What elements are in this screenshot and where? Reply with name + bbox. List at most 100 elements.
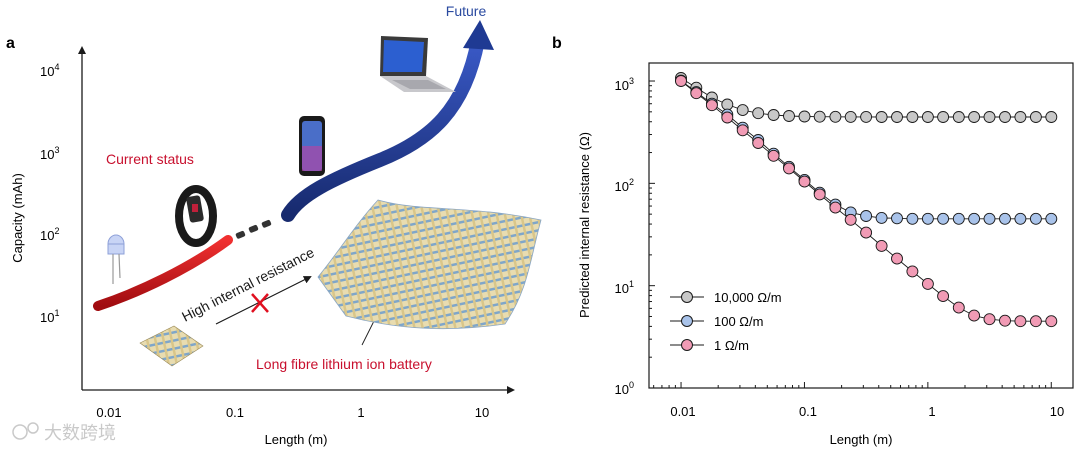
transition-dashes: [235, 219, 272, 239]
b-x-tick-label: 0.01: [670, 404, 695, 419]
future-curve: [281, 33, 485, 222]
data-point: [813, 110, 826, 123]
data-point: [1014, 212, 1027, 225]
data-point: [675, 75, 687, 87]
data-point: [968, 212, 981, 225]
legend-item: 10,000 Ω/m: [670, 290, 782, 305]
a-y-tick-label: 101: [40, 308, 59, 325]
panel-label-a: a: [6, 35, 15, 52]
data-point: [999, 314, 1011, 327]
data-point: [999, 111, 1011, 123]
laptop-icon: [380, 36, 456, 92]
data-point: [875, 111, 888, 123]
data-point: [736, 124, 749, 137]
data-point: [860, 210, 873, 222]
b-y-tick-label: 102: [615, 177, 634, 194]
a-x-axis-label: Length (m): [265, 432, 328, 447]
b-plot-frame: [648, 62, 1074, 389]
data-point: [721, 111, 734, 124]
legend-item: 1 Ω/m: [670, 338, 749, 353]
data-point: [937, 290, 950, 303]
b-legend: 10,000 Ω/m 100 Ω/m 1 Ω/m: [670, 290, 782, 353]
data-point: [767, 109, 780, 121]
legend-label: 1 Ω/m: [714, 338, 749, 353]
data-point: [860, 110, 873, 123]
data-point: [906, 212, 919, 225]
b-x-axis-label: Length (m): [830, 432, 893, 447]
led-icon: [107, 234, 125, 284]
a-y-axis-label: Capacity (mAh): [10, 173, 25, 263]
a-y-tick-label: 104: [40, 62, 59, 79]
a-x-tick-label: 1: [357, 405, 364, 420]
data-point: [1045, 111, 1058, 123]
data-point: [921, 111, 934, 123]
data-point: [999, 212, 1011, 225]
data-point: [813, 188, 826, 201]
data-point: [983, 111, 996, 123]
blocked-x-icon: [251, 293, 269, 313]
watermark-text: 大数跨境: [44, 423, 116, 443]
b-x-tick-label: 1: [928, 404, 935, 419]
data-point: [752, 107, 765, 120]
data-point: [952, 111, 965, 123]
a-x-tick-label: 10: [475, 405, 489, 420]
b-y-tick-label: 103: [615, 76, 634, 93]
data-point: [1045, 315, 1058, 328]
data-point: [1029, 212, 1042, 225]
data-point: [829, 201, 842, 214]
b-y-tick-label: 101: [615, 279, 634, 296]
data-point: [952, 301, 965, 314]
data-point: [752, 137, 765, 149]
small-fabric-icon: [139, 325, 204, 367]
panel-a: a 104 103 102 101 0.01 0.1 1 10 Length (…: [6, 3, 542, 447]
data-point: [983, 212, 996, 225]
panel-b: b 103 102 101 100 0.01 0.1 1 10 Length (…: [552, 35, 1074, 447]
data-point: [906, 265, 919, 278]
data-point: [906, 111, 919, 123]
data-point: [937, 111, 950, 123]
data-point: [721, 98, 734, 111]
data-point: [705, 99, 718, 112]
data-point: [891, 111, 903, 123]
series-line-1: [680, 80, 1052, 220]
data-point: [875, 211, 888, 224]
data-point: [1045, 212, 1058, 225]
data-point: [983, 313, 996, 326]
data-point: [921, 212, 934, 225]
future-arrowhead: [463, 20, 494, 50]
data-point: [767, 149, 780, 162]
current-status-curve: [93, 235, 233, 311]
data-point: [829, 110, 842, 123]
large-fabric-icon: [317, 199, 542, 330]
data-point: [860, 226, 873, 239]
data-point: [968, 111, 981, 123]
b-x-tick-label: 10: [1050, 404, 1064, 419]
data-point: [1014, 111, 1027, 123]
legend-item: 100 Ω/m: [670, 314, 763, 329]
legend-label: 100 Ω/m: [714, 314, 763, 329]
a-y-tick-label: 102: [40, 226, 59, 243]
data-point: [1029, 111, 1042, 123]
data-point: [891, 212, 903, 225]
b-x-tick-label: 0.1: [799, 404, 817, 419]
future-label: Future: [446, 3, 487, 19]
a-y-tick-label: 103: [40, 145, 59, 162]
current-status-label: Current status: [106, 151, 194, 167]
data-point: [875, 239, 888, 252]
data-point: [921, 277, 934, 290]
data-point: [690, 87, 703, 100]
data-point: [891, 252, 903, 265]
fitness-band-icon: [175, 185, 217, 247]
watermark-logo-icon: [12, 424, 28, 440]
b-ticks: [649, 80, 1052, 389]
data-point: [798, 110, 811, 123]
b-series-layer: [675, 72, 1058, 328]
data-point: [783, 162, 795, 175]
data-point: [968, 309, 981, 322]
data-point: [844, 213, 857, 226]
long-fibre-label: Long fibre lithium ion battery: [256, 356, 432, 372]
a-x-tick-label: 0.1: [226, 405, 244, 420]
data-point: [783, 110, 795, 122]
data-point: [798, 175, 811, 188]
